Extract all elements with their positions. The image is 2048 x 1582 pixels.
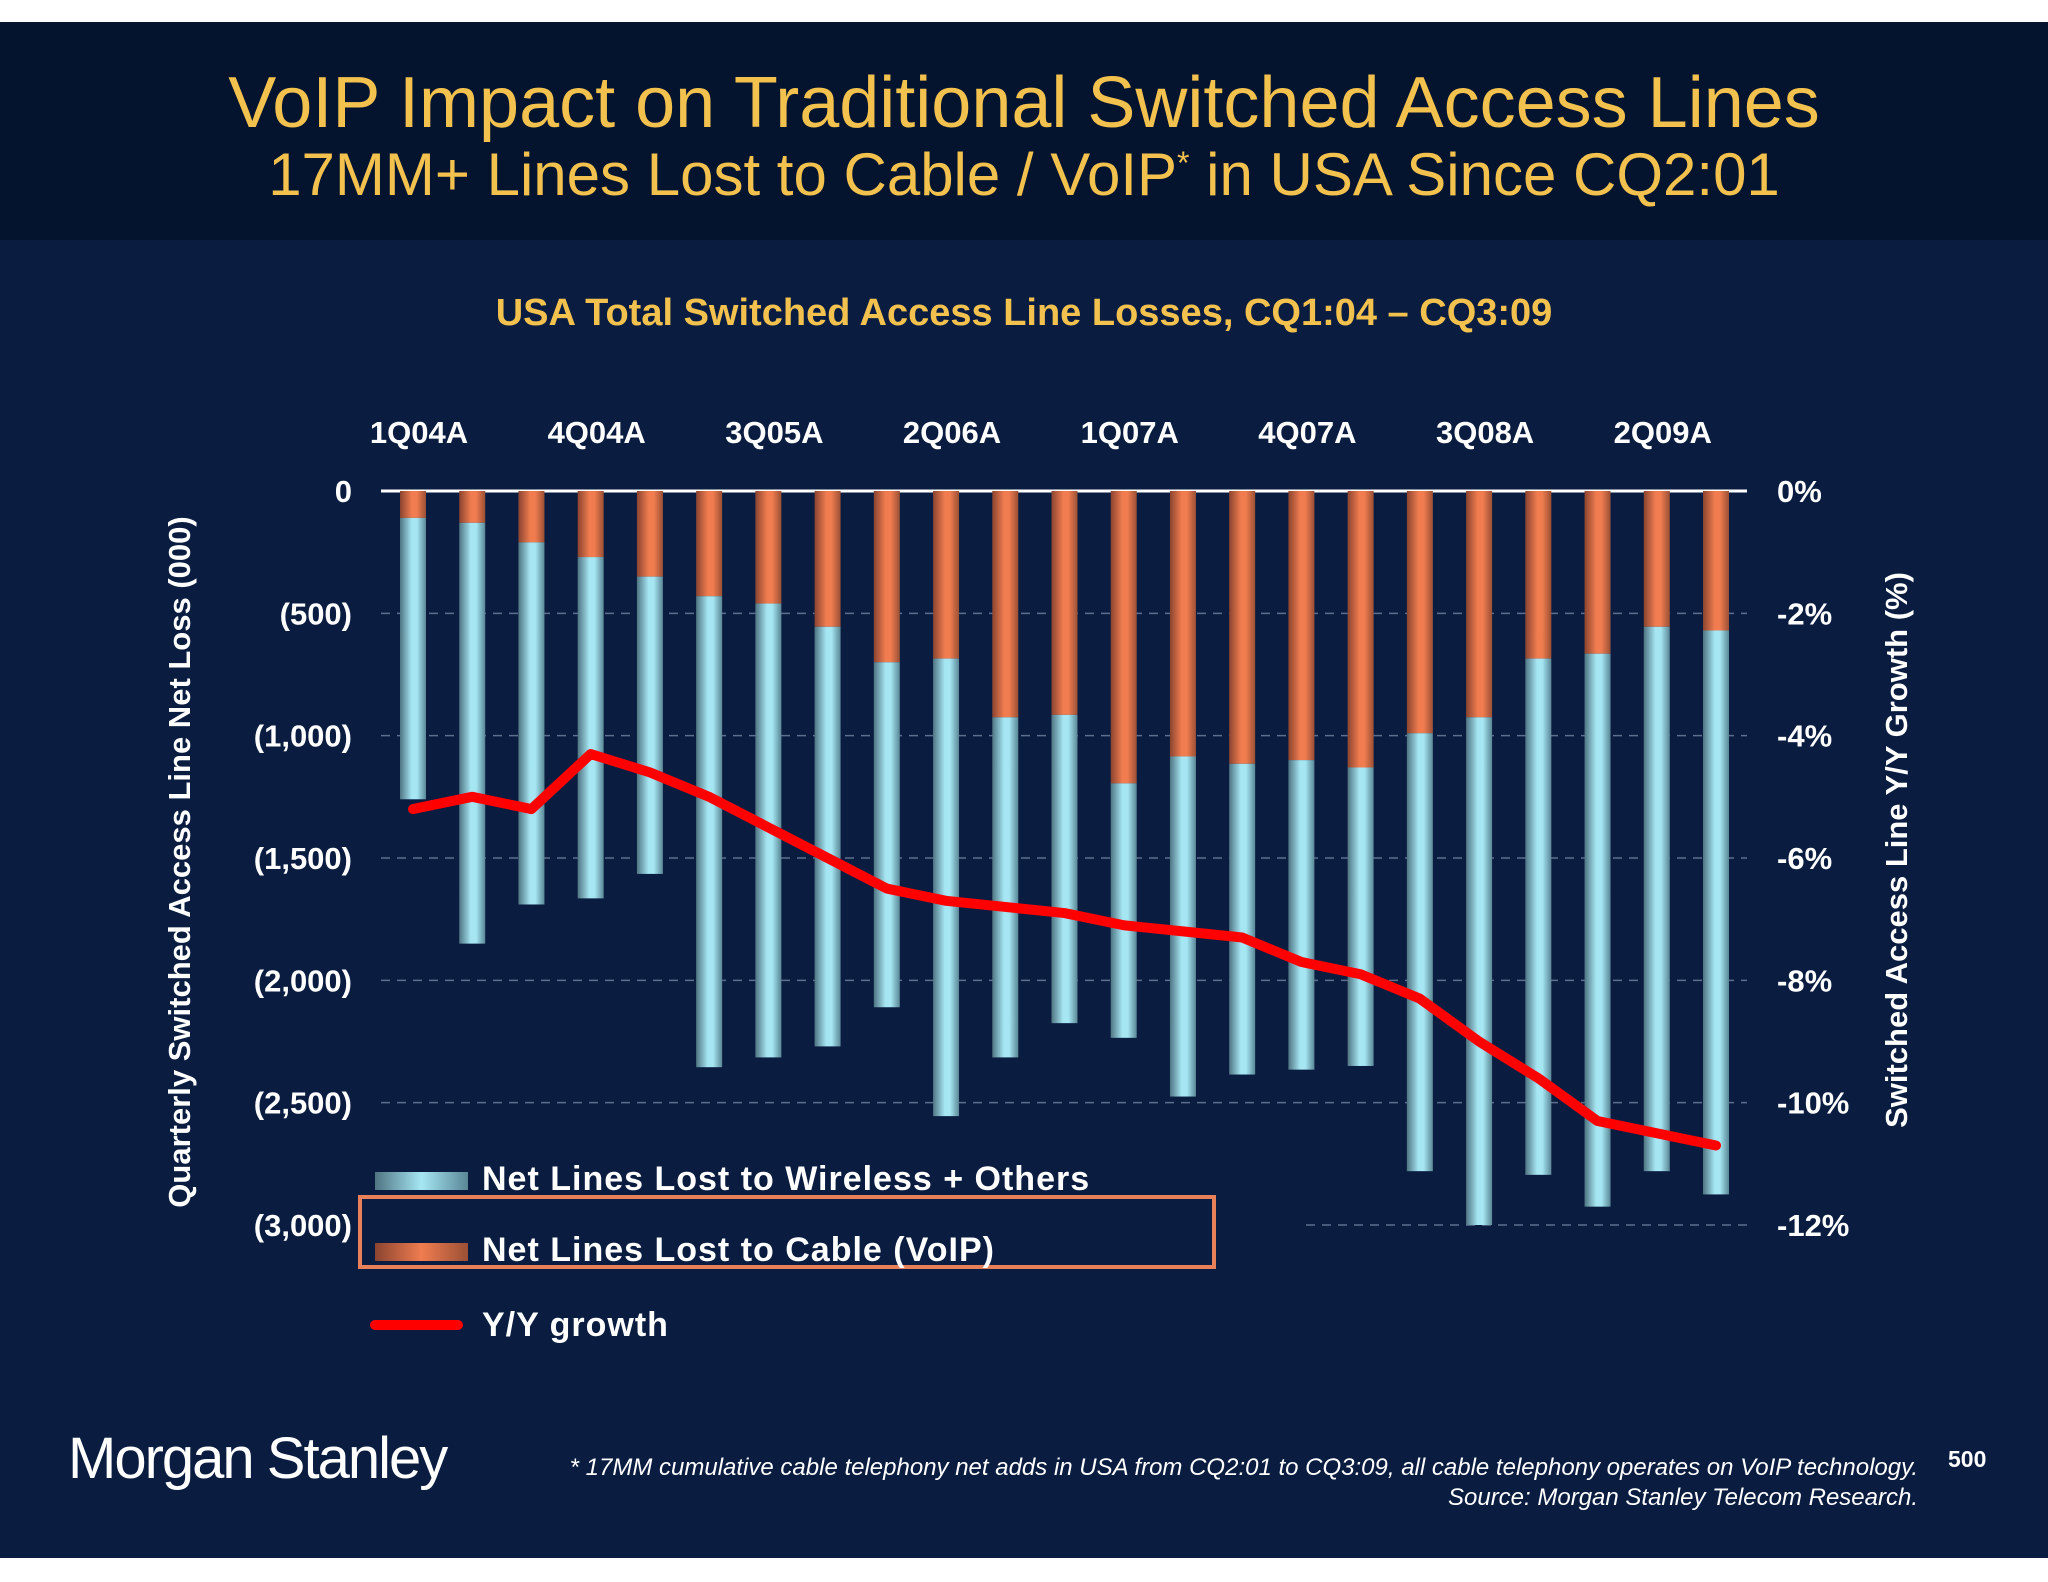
bar-wireless (1466, 717, 1493, 1225)
subtitle-text-end: in USA Since CQ2:01 (1189, 141, 1780, 208)
bar-cable (1584, 491, 1611, 654)
bar-wireless (1110, 783, 1137, 1038)
y-tick-label: 0 (335, 474, 352, 509)
bar-cable (992, 491, 1019, 718)
bar-cable (1466, 491, 1493, 718)
y2-tick-label: 0% (1777, 474, 1822, 509)
y-tick-label: (1,500) (254, 841, 352, 876)
bar-wireless (400, 517, 426, 800)
bar-cable (696, 491, 723, 597)
x-tick-label: 1Q04A (370, 415, 468, 450)
footnote-mark: * (1177, 145, 1190, 181)
subtitle-text: 17MM+ Lines Lost to Cable / VoIP (268, 141, 1178, 208)
bar-wireless (873, 662, 900, 1008)
y2-tick-label: -6% (1777, 841, 1832, 876)
bar-wireless (518, 542, 545, 905)
bar-wireless (1525, 658, 1552, 1175)
bar-wireless (1703, 630, 1729, 1195)
bar-cable (1703, 491, 1729, 631)
bar-cable (933, 491, 960, 659)
bar-wireless (992, 717, 1019, 1058)
bar-cable (755, 491, 782, 604)
bar-wireless (636, 576, 663, 874)
bar-cable (814, 491, 841, 627)
bar-cable (1110, 491, 1137, 784)
slide-subtitle: 17MM+ Lines Lost to Cable / VoIP* in USA… (0, 140, 2048, 209)
bar-wireless (1643, 626, 1670, 1172)
bar-cable (400, 491, 426, 518)
y2-tick-label: -4% (1777, 719, 1832, 754)
y-tick-label: (2,500) (254, 1086, 352, 1121)
bar-cable (1229, 491, 1256, 764)
legend-highlight-box (358, 1195, 1216, 1269)
slide-title: VoIP Impact on Traditional Switched Acce… (228, 63, 1820, 143)
legend-swatch-cable (375, 1243, 468, 1261)
bar-wireless (577, 557, 604, 899)
bar-cable (577, 491, 604, 558)
bar-wireless (459, 522, 486, 944)
bar-cable (459, 491, 486, 523)
x-tick-label: 2Q09A (1614, 415, 1712, 450)
page-number: 500 (1948, 1446, 1987, 1472)
y2-tick-label: -8% (1777, 963, 1832, 998)
x-tick-label: 2Q06A (903, 415, 1001, 450)
x-tick-label: 3Q08A (1436, 415, 1534, 450)
legend-swatch-growth (370, 1320, 463, 1330)
y-tick-label: (2,000) (254, 963, 352, 998)
bar-wireless (696, 596, 723, 1068)
bar-cable (873, 491, 900, 663)
bar-cable (1347, 491, 1374, 768)
chart-title: USA Total Switched Access Line Losses, C… (495, 292, 1553, 334)
y2-tick-label: -12% (1777, 1208, 1849, 1243)
bar-wireless (1229, 763, 1256, 1075)
bar-wireless (933, 658, 960, 1117)
bar-wireless (1347, 767, 1374, 1066)
bar-cable (636, 491, 663, 577)
y-axis-title: Quarterly Switched Access Line Net Loss … (162, 516, 197, 1207)
yy-growth-line (408, 749, 1721, 1151)
legend-swatch-wireless (375, 1172, 468, 1190)
source-note: Source: Morgan Stanley Telecom Research. (1447, 1484, 1918, 1511)
y-tick-label: (500) (280, 596, 352, 631)
header: VoIP Impact on Traditional Switched Acce… (0, 22, 2048, 240)
x-tick-label: 4Q04A (548, 415, 646, 450)
bar-cable (1051, 491, 1078, 715)
bar-wireless (814, 626, 841, 1047)
x-tick-label: 1Q07A (1081, 415, 1179, 450)
y-tick-label: (3,000) (254, 1208, 352, 1243)
x-tick-label: 3Q05A (725, 415, 823, 450)
legend-label-cable: Net Lines Lost to Cable (VoIP) (482, 1231, 995, 1269)
bar-cable (1169, 491, 1196, 757)
footnote: * 17MM cumulative cable telephony net ad… (569, 1454, 1918, 1481)
legend-label-wireless: Net Lines Lost to Wireless + Others (482, 1160, 1091, 1198)
bar-wireless (1288, 760, 1315, 1070)
bar-cable (1643, 491, 1670, 627)
morgan-stanley-logo: Morgan Stanley (68, 1426, 448, 1491)
y2-axis-title: Switched Access Line Y/Y Growth (%) (1879, 572, 1914, 1128)
y2-tick-label: -2% (1777, 596, 1832, 631)
bar-cable (1288, 491, 1315, 761)
x-tick-label: 4Q07A (1258, 415, 1356, 450)
bar-cable (518, 491, 545, 543)
y2-tick-label: -10% (1777, 1086, 1849, 1121)
y-tick-label: (1,000) (254, 719, 352, 754)
bar-wireless (1406, 733, 1433, 1172)
bar-cable (1525, 491, 1552, 659)
legend-label-growth: Y/Y growth (482, 1306, 669, 1344)
bar-cable (1406, 491, 1433, 734)
bar-wireless (1051, 714, 1078, 1024)
